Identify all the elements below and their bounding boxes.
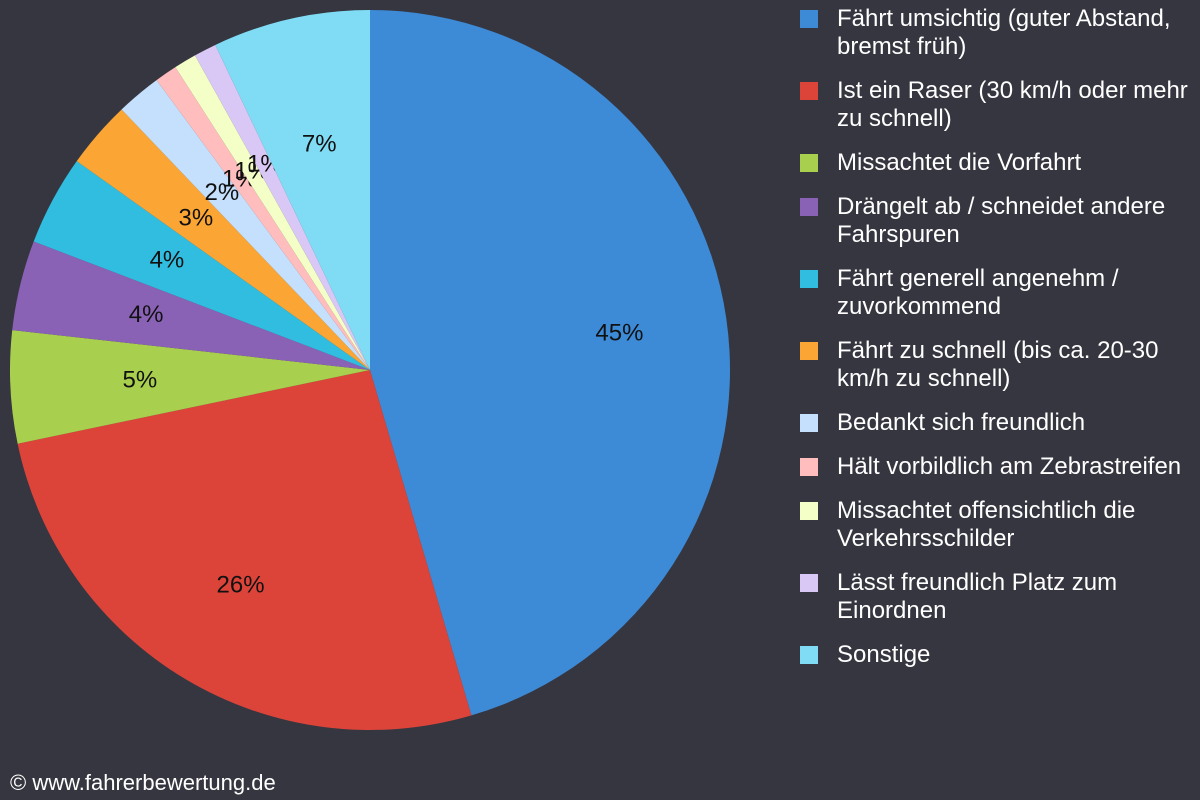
legend-label: Lässt freundlich Platz zum Einordnen: [837, 569, 1118, 624]
legend-label: Hält vorbildlich am Zebrastreifen: [837, 453, 1182, 480]
data-label: 4%: [129, 301, 164, 328]
legend-item: Fährt umsichtig (guter Abstand, bremst f…: [800, 5, 1195, 61]
pie-slice: [12, 241, 371, 370]
pie-slice: [156, 67, 370, 370]
legend-label: Fährt generell angenehm / zuvorkommend: [837, 265, 1119, 320]
data-label: 26%: [217, 572, 265, 599]
legend-swatch: [800, 82, 818, 100]
pie-slice: [9, 330, 370, 444]
legend-swatch: [800, 342, 818, 360]
legend-swatch: [800, 414, 818, 432]
legend-label: Missachtet die Vorfahrt: [837, 149, 1082, 176]
pie-slice: [215, 10, 370, 370]
data-label: 4%: [150, 247, 185, 274]
legend-item: Sonstige: [800, 641, 1195, 669]
legend-label: Missachtet offensichtlich die Verkehrssc…: [837, 497, 1136, 552]
legend-swatch: [800, 10, 818, 28]
legend-swatch: [800, 574, 818, 592]
legend-item: Hält vorbildlich am Zebrastreifen: [800, 453, 1195, 481]
legend-swatch: [800, 270, 818, 288]
data-label: 5%: [123, 366, 158, 393]
legend-label: Sonstige: [837, 641, 931, 668]
pie-chart: 45%26%5%4%4%3%2%1%1%1%7%: [9, 10, 730, 730]
legend-swatch: [800, 154, 818, 172]
pie-slice: [121, 80, 370, 370]
legend-swatch: [800, 646, 818, 664]
legend-label: Fährt umsichtig (guter Abstand, bremst f…: [837, 5, 1171, 60]
legend-label: Drängelt ab / schneidet andere Fahrspure…: [837, 193, 1166, 248]
pie-slice: [370, 10, 730, 716]
legend-item: Drängelt ab / schneidet andere Fahrspure…: [800, 193, 1195, 249]
legend-item: Fährt zu schnell (bis ca. 20-30 km/h zu …: [800, 337, 1195, 393]
data-label: 45%: [595, 319, 643, 346]
pie-slice: [76, 109, 370, 370]
pie-slice: [33, 161, 370, 370]
pie-slice: [175, 55, 370, 371]
legend-item: Fährt generell angenehm / zuvorkommend: [800, 265, 1195, 321]
legend-item: Ist ein Raser (30 km/h oder mehr zu schn…: [800, 77, 1195, 133]
data-label: 3%: [179, 204, 214, 231]
legend-item: Bedankt sich freundlich: [800, 409, 1195, 437]
footer: © www.fahrerbewertung.de: [10, 770, 276, 795]
legend-item: Lässt freundlich Platz zum Einordnen: [800, 569, 1195, 625]
legend-swatch: [800, 198, 818, 216]
legend-item: Missachtet offensichtlich die Verkehrssc…: [800, 497, 1195, 553]
pie-slice: [194, 44, 370, 371]
legend-label: Ist ein Raser (30 km/h oder mehr zu schn…: [837, 77, 1188, 132]
legend-item: Missachtet die Vorfahrt: [800, 149, 1195, 177]
legend: Fährt umsichtig (guter Abstand, bremst f…: [800, 5, 1195, 669]
legend-swatch: [800, 458, 818, 476]
legend-label: Bedankt sich freundlich: [837, 409, 1086, 436]
legend-label: Fährt zu schnell (bis ca. 20-30 km/h zu …: [837, 337, 1159, 392]
legend-swatch: [800, 502, 818, 520]
data-label: 7%: [302, 131, 337, 158]
pie-slice: [17, 370, 472, 730]
